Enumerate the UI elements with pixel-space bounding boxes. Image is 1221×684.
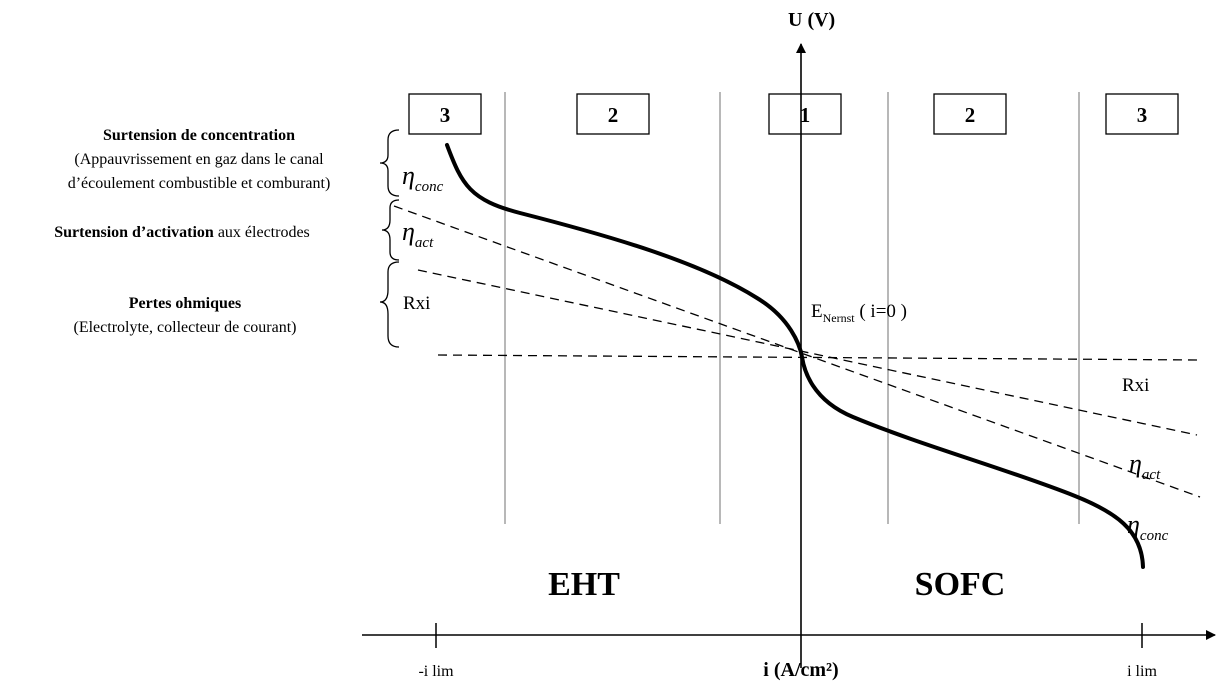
conc-subscript: conc — [415, 179, 444, 195]
y-axis-label: U (V) — [788, 9, 835, 31]
nernst-reference-line — [437, 354, 1202, 361]
brace-activation — [381, 199, 400, 261]
zone-label: 3 — [1137, 103, 1148, 127]
zone-label: 1 — [800, 103, 811, 127]
zone-box: 2 — [576, 93, 650, 135]
concentration-title: Surtension de concentration — [103, 127, 295, 144]
activation-rest: aux électrodes — [214, 224, 310, 241]
zone-box: 3 — [408, 93, 482, 135]
nernst-e: E — [811, 301, 823, 322]
nernst-label: ENernst ( i=0 ) — [811, 301, 907, 325]
zone-box: 1 — [768, 93, 842, 135]
region-label-sofc: SOFC — [915, 566, 1006, 603]
eta-conc-right: ηconc — [1127, 510, 1169, 544]
eta-symbol: η — [402, 161, 415, 190]
zone-boxes: 3 2 1 2 3 — [408, 93, 1179, 135]
rxi-right-label: Rxi — [1122, 375, 1149, 396]
braces — [379, 129, 400, 348]
ohmic-line1: (Electrolyte, collecteur de courant) — [74, 319, 297, 336]
act-subscript: act — [1142, 467, 1161, 483]
x-max-label: i lim — [1127, 663, 1157, 680]
activation-annotation: Surtension d’activation aux électrodes — [54, 224, 310, 241]
x-axis-label: i (A/cm²) — [763, 659, 838, 681]
eta-symbol: η — [1127, 510, 1140, 539]
nernst-subscript: Nernst — [823, 311, 856, 325]
polarization-curve — [445, 143, 1145, 569]
act-subscript: act — [415, 235, 434, 251]
eta-act-right: ηact — [1129, 449, 1161, 483]
rxi-left-label: Rxi — [403, 293, 430, 314]
zone-label: 3 — [440, 103, 451, 127]
eta-symbol: η — [402, 217, 415, 246]
ohmic-loss-line — [417, 269, 1198, 436]
x-min-label: -i lim — [418, 663, 454, 680]
left-annotations: Surtension de concentration (Appauvrisse… — [54, 127, 330, 336]
eta-act-left: ηact — [402, 217, 434, 251]
zone-box: 3 — [1105, 93, 1179, 135]
nernst-condition: ( i=0 ) — [855, 301, 907, 322]
region-label-eht: EHT — [548, 566, 620, 603]
conc-subscript: conc — [1140, 528, 1169, 544]
activation-asymptote-line — [393, 205, 1201, 498]
concentration-line1: (Appauvrissement en gaz dans le canal — [74, 151, 324, 168]
eta-symbol: η — [1129, 449, 1142, 478]
concentration-line2: d’écoulement combustible et comburant) — [68, 175, 331, 192]
activation-title: Surtension d’activation — [54, 224, 214, 241]
zone-separators — [504, 92, 1080, 524]
dashed-lines — [393, 205, 1202, 498]
zone-label: 2 — [608, 103, 619, 127]
zone-label: 2 — [965, 103, 976, 127]
ohmic-title: Pertes ohmiques — [129, 295, 241, 312]
zone-box: 2 — [933, 93, 1007, 135]
brace-concentration — [379, 129, 400, 197]
eta-conc-left: ηconc — [402, 161, 444, 195]
brace-ohmic — [379, 261, 400, 348]
